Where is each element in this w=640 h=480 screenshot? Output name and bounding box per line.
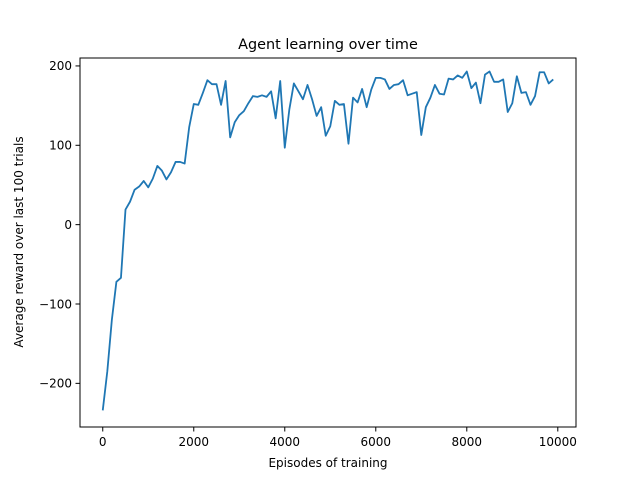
x-axis-label: Episodes of training: [268, 456, 387, 470]
x-axis: 0 2000 4000 6000 8000 10000: [99, 427, 577, 449]
x-tick-label: 0: [99, 435, 107, 449]
series-line-0: [101, 70, 554, 411]
y-axis: −200 −100 0 100 200: [39, 59, 80, 391]
y-tick-label: −100: [39, 297, 72, 311]
y-tick-label: 100: [49, 139, 72, 153]
y-tick-label: 200: [49, 59, 72, 73]
x-tick-label: 6000: [361, 435, 392, 449]
x-tick-label: 4000: [269, 435, 300, 449]
x-tick-label: 10000: [539, 435, 577, 449]
x-tick-label: 8000: [452, 435, 483, 449]
x-tick-label: 2000: [178, 435, 209, 449]
plot-frame: [79, 57, 577, 428]
chart-title: Agent learning over time: [238, 37, 418, 53]
plot-content: [101, 70, 554, 411]
y-axis-label: Average reward over last 100 trials: [12, 136, 26, 347]
y-tick-label: 0: [64, 218, 72, 232]
y-tick-label: −200: [39, 377, 72, 391]
